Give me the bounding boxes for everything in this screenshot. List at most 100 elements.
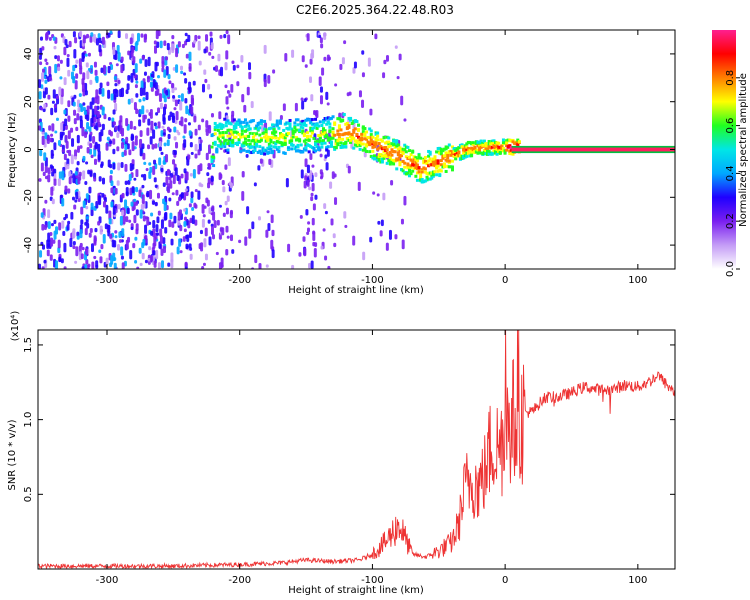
heatmap-cell xyxy=(271,131,275,135)
heatmap-cell xyxy=(67,188,71,194)
heatmap-cell xyxy=(191,206,195,212)
heatmap-cell xyxy=(352,146,356,150)
heatmap-cell xyxy=(422,180,426,184)
heatmap-cell xyxy=(398,149,402,153)
heatmap-cell xyxy=(153,159,157,165)
heatmap-cell xyxy=(208,51,212,56)
heatmap-cell xyxy=(251,150,255,154)
heatmap-cell xyxy=(272,132,276,136)
heatmap-cell xyxy=(454,147,458,151)
heatmap-cell xyxy=(396,153,400,157)
heatmap-cell xyxy=(291,131,295,135)
bottom-x-tick-label: -200 xyxy=(228,575,251,586)
heatmap-cell xyxy=(177,41,181,48)
colorbar-tick-label: 0.2 xyxy=(725,213,736,229)
heatmap-cell xyxy=(478,151,482,155)
heatmap-cell xyxy=(363,148,367,152)
heatmap-cell xyxy=(93,116,97,123)
heatmap-cell xyxy=(229,141,233,145)
heatmap-cell xyxy=(367,57,371,67)
heatmap-cell xyxy=(154,201,158,207)
heatmap-cell xyxy=(336,132,340,136)
heatmap-cell xyxy=(148,171,152,180)
heatmap-cell xyxy=(331,171,335,179)
heatmap-cell xyxy=(184,188,188,192)
heatmap-cell xyxy=(75,191,79,200)
heatmap-cell xyxy=(339,145,343,149)
heatmap-cell xyxy=(384,145,388,149)
heatmap-cell xyxy=(135,93,139,98)
heatmap-cell xyxy=(128,219,132,223)
heatmap-cell xyxy=(86,33,90,39)
heatmap-cell xyxy=(49,232,53,236)
heatmap-cell xyxy=(271,249,275,259)
heatmap-cell xyxy=(263,152,267,156)
heatmap-cell xyxy=(299,125,303,129)
heatmap-cell xyxy=(236,121,240,125)
heatmap-cell xyxy=(406,157,410,161)
heatmap-cell xyxy=(282,103,286,111)
heatmap-cell xyxy=(116,146,120,152)
heatmap-cell xyxy=(388,162,392,166)
heatmap-cell xyxy=(243,129,247,133)
heatmap-cell xyxy=(51,100,55,104)
heatmap-cell xyxy=(112,148,116,155)
heatmap-cell xyxy=(450,145,454,149)
heatmap-cell xyxy=(267,135,271,139)
heatmap-cell xyxy=(178,196,182,202)
heatmap-cell xyxy=(283,136,287,140)
heatmap-cell xyxy=(177,211,181,221)
heatmap-cell xyxy=(309,134,313,138)
heatmap-cell xyxy=(72,64,76,72)
heatmap-cell xyxy=(336,129,340,133)
heatmap-cell xyxy=(320,171,324,179)
heatmap-cell xyxy=(174,231,178,236)
heatmap-cell xyxy=(481,143,485,147)
heatmap-cell xyxy=(363,132,367,136)
heatmap-cell xyxy=(89,148,93,155)
heatmap-cell xyxy=(256,139,260,143)
heatmap-cell xyxy=(162,237,166,244)
heatmap-cell xyxy=(212,141,216,145)
heatmap-cell xyxy=(385,242,389,251)
heatmap-cell xyxy=(267,147,271,151)
heatmap-cell xyxy=(175,129,179,133)
heatmap-cell xyxy=(385,151,389,155)
heatmap-cell xyxy=(216,125,220,129)
heatmap-cell xyxy=(403,165,407,169)
heatmap-cell xyxy=(194,189,198,193)
heatmap-cell xyxy=(495,144,499,148)
heatmap-cell xyxy=(47,209,51,219)
heatmap-cell xyxy=(162,113,166,122)
heatmap-cell xyxy=(500,144,504,148)
heatmap-cell xyxy=(149,109,153,119)
heatmap-cell xyxy=(75,246,79,257)
heatmap-cell xyxy=(250,101,254,109)
heatmap-cell xyxy=(388,229,392,240)
heatmap-cell xyxy=(393,140,397,144)
heatmap-cell xyxy=(454,148,458,152)
heatmap-cell xyxy=(493,146,497,150)
heatmap-cell xyxy=(38,55,42,60)
heatmap-cell xyxy=(150,255,154,262)
heatmap-cell xyxy=(266,210,270,214)
heatmap-cell xyxy=(253,145,257,149)
heatmap-cell xyxy=(210,42,214,50)
heatmap-cell xyxy=(265,264,269,268)
heatmap-cell xyxy=(409,158,413,162)
heatmap-cell xyxy=(138,98,142,103)
heatmap-cell xyxy=(454,157,458,161)
heatmap-cell xyxy=(393,142,397,146)
heatmap-cell xyxy=(183,228,187,233)
heatmap-cell xyxy=(251,267,255,269)
heatmap-cell xyxy=(152,228,156,238)
heatmap-cell xyxy=(192,169,196,179)
heatmap-cell xyxy=(95,264,99,269)
heatmap-cell xyxy=(90,202,94,210)
heatmap-cell xyxy=(236,131,240,135)
heatmap-cell xyxy=(59,131,63,141)
heatmap-cell xyxy=(307,144,311,148)
heatmap-cell xyxy=(430,171,434,175)
heatmap-cell xyxy=(216,144,220,148)
heatmap-cell xyxy=(490,142,494,146)
